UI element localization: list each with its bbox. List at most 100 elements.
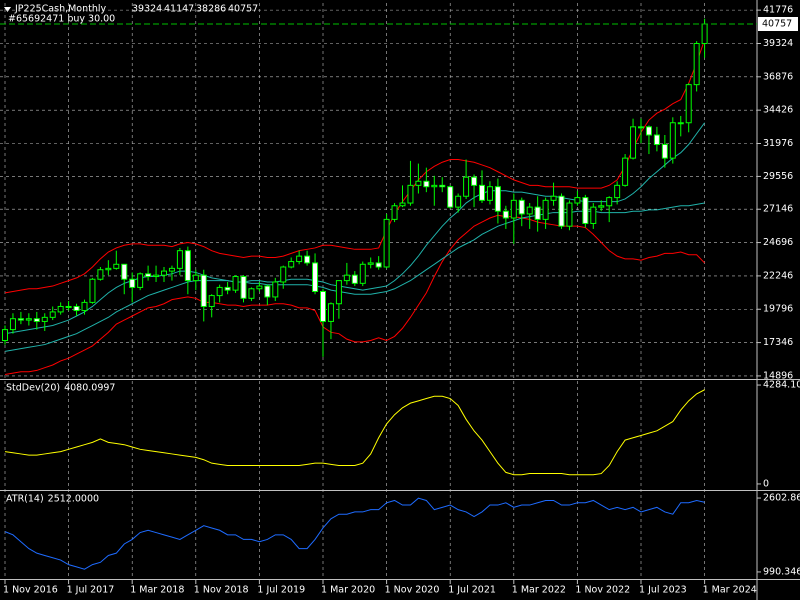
candle-body xyxy=(359,263,366,284)
candle-body xyxy=(431,184,438,188)
x-tick-label: 1 Jul 2017 xyxy=(67,585,115,596)
y-tick-label: 39324 xyxy=(763,38,793,49)
candle-body xyxy=(224,286,231,291)
candle-body xyxy=(81,301,88,312)
candle-body xyxy=(2,329,8,341)
candle-body xyxy=(105,267,112,271)
x-tick-label: 1 Mar 2020 xyxy=(321,585,375,596)
candle-body xyxy=(312,262,319,292)
candle-body xyxy=(288,261,295,268)
candle-body xyxy=(168,267,175,272)
candle-body xyxy=(304,255,311,264)
candle-body xyxy=(272,281,279,298)
candle-body xyxy=(685,84,692,124)
candle-body xyxy=(479,184,485,201)
y-tick-label: 14896 xyxy=(763,370,793,381)
x-tick-label: 1 Mar 2022 xyxy=(512,585,566,596)
price-box-label: 40757 xyxy=(762,18,792,29)
indicator-line xyxy=(4,389,705,476)
candle-body xyxy=(367,262,374,265)
candle-body xyxy=(455,195,462,208)
panel-label: ATR(14) xyxy=(6,494,44,505)
candle-body xyxy=(542,199,549,220)
candle-body xyxy=(566,202,573,227)
candle-body xyxy=(407,184,414,204)
candle-body xyxy=(423,180,430,188)
candle-body xyxy=(49,311,56,318)
candle-body xyxy=(415,180,422,186)
candle-body xyxy=(137,273,144,288)
candle-body xyxy=(129,278,136,288)
candle-body xyxy=(240,276,247,299)
candle-body xyxy=(121,263,128,280)
candle-body xyxy=(216,286,223,297)
y-tick-label: 27146 xyxy=(763,204,793,215)
panel-value: 4080.0997 xyxy=(64,383,115,394)
candle-body xyxy=(622,157,629,186)
y-tick-label: 31976 xyxy=(763,138,793,149)
candle-body xyxy=(145,273,152,278)
candle-body xyxy=(391,205,398,220)
candle-body xyxy=(526,206,533,215)
candle-body xyxy=(17,318,24,321)
candle-body xyxy=(693,42,700,86)
candle-body xyxy=(264,285,271,298)
overlay-line xyxy=(4,39,706,294)
candle-body xyxy=(502,210,509,219)
candle-body xyxy=(669,122,676,159)
candle-body xyxy=(677,122,684,125)
candle-body xyxy=(256,285,263,290)
candle-body xyxy=(494,186,501,212)
y-tick-label: 4284.104 xyxy=(763,380,800,391)
candle-body xyxy=(176,250,183,269)
candle-body xyxy=(113,263,120,269)
candle-body xyxy=(248,288,255,299)
header-high: 41147 xyxy=(164,4,194,15)
candle-body xyxy=(486,186,493,201)
candle-body xyxy=(320,290,326,322)
x-tick-label: 1 Mar 2018 xyxy=(130,585,184,596)
header-open: 39324 xyxy=(132,4,162,15)
candle-body xyxy=(630,126,637,159)
y-tick-label: 24696 xyxy=(763,237,793,248)
menu-triangle[interactable] xyxy=(4,7,11,12)
y-tick-label: 0 xyxy=(763,478,769,489)
candle-body xyxy=(296,255,303,263)
x-tick-label: 1 Nov 2020 xyxy=(385,585,440,596)
candle-body xyxy=(184,250,191,282)
candle-body xyxy=(518,199,525,215)
candle-body xyxy=(41,316,48,322)
candle-body xyxy=(510,199,517,219)
candle-body xyxy=(25,318,32,321)
y-tick-label: 29556 xyxy=(763,171,793,182)
x-tick-label: 1 Jul 2019 xyxy=(257,585,305,596)
candle-body xyxy=(327,303,334,322)
order-label: #65692471 buy 30.00 xyxy=(8,14,115,25)
candle-body xyxy=(471,176,478,186)
overlay-line xyxy=(4,214,705,376)
candle-body xyxy=(351,274,358,284)
x-tick-label: 1 Nov 2018 xyxy=(194,585,249,596)
candle-body xyxy=(590,206,597,224)
candle-body xyxy=(65,305,72,308)
candle-body xyxy=(653,134,660,146)
y-tick-label: 22246 xyxy=(763,270,793,281)
candle-body xyxy=(97,269,104,280)
y-tick-label: 36876 xyxy=(763,71,793,82)
candle-body xyxy=(57,305,64,313)
candle-body xyxy=(153,274,160,278)
panel-value: 2512.0000 xyxy=(48,494,99,505)
header-close: 40757 xyxy=(228,4,258,15)
candle-body xyxy=(280,266,287,283)
candle-body xyxy=(232,276,239,291)
x-tick-label: 1 Jul 2023 xyxy=(639,585,687,596)
candle-body xyxy=(534,206,541,220)
candle-body xyxy=(614,184,621,199)
panel-label: StdDev(20) xyxy=(6,383,60,394)
candle-body xyxy=(447,186,454,208)
indicator-line xyxy=(4,497,705,570)
x-tick-label: 1 Jul 2021 xyxy=(448,585,496,596)
